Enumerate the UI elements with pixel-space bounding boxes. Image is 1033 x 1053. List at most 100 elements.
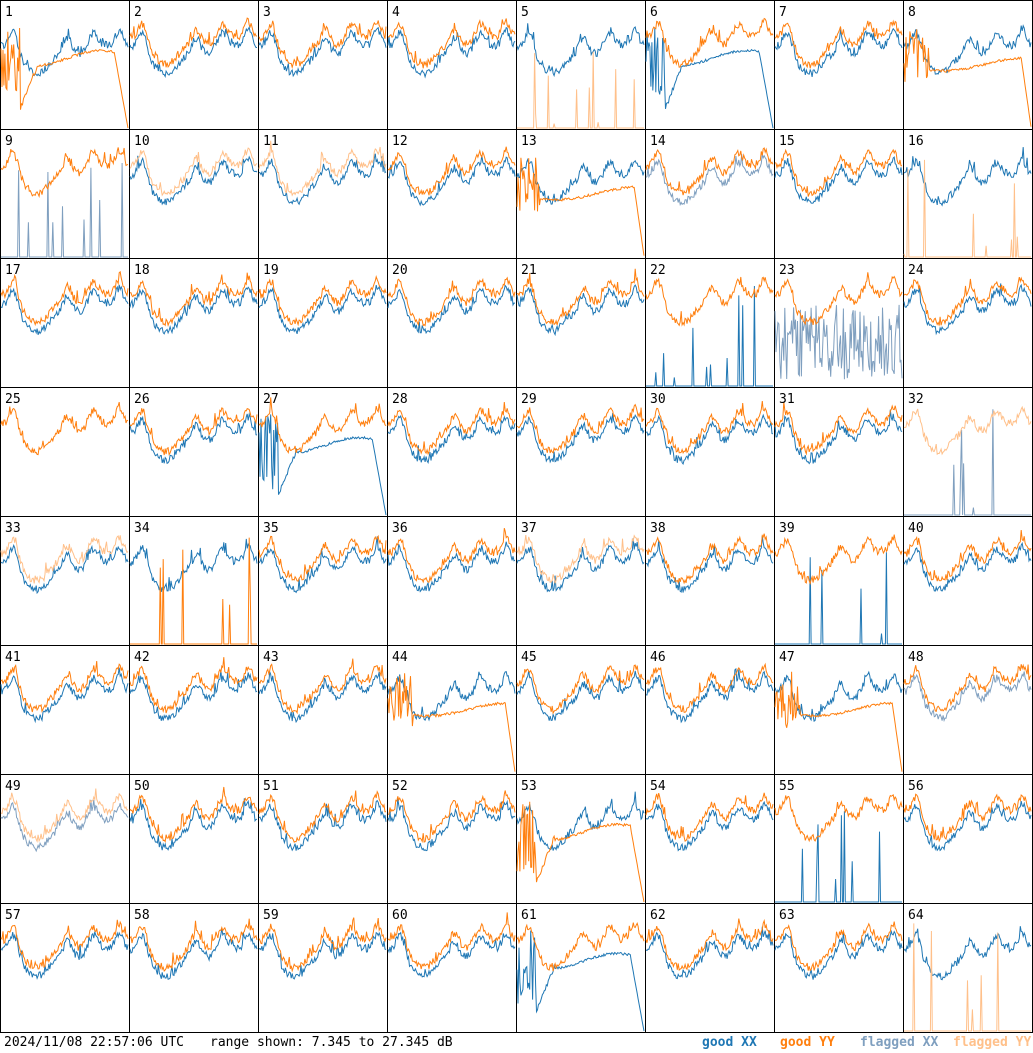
panel-label: 60 — [392, 908, 408, 923]
panel-38: 38 — [645, 516, 775, 646]
panel-label: 52 — [392, 779, 408, 794]
series-yy-44 — [387, 673, 516, 772]
panel-62: 62 — [645, 903, 775, 1033]
series-yy-37 — [516, 534, 645, 584]
panel-label: 15 — [779, 134, 795, 149]
panel-51: 51 — [258, 774, 388, 904]
series-xx-6 — [645, 27, 774, 129]
series-xx-22 — [646, 285, 773, 387]
series-yy-20 — [387, 276, 516, 327]
series-yy-39 — [774, 534, 903, 586]
series-xx-19 — [258, 284, 387, 335]
panel-frame — [258, 0, 388, 130]
series-xx-11 — [258, 153, 387, 206]
panel-label: 17 — [5, 263, 21, 278]
panel-label: 47 — [779, 650, 795, 665]
series-yy-21 — [516, 268, 645, 326]
timestamp: 2024/11/08 22:57:06 UTC — [4, 1035, 185, 1050]
series-yy-52 — [387, 790, 516, 844]
series-yy-58 — [129, 918, 258, 973]
series-yy-61 — [516, 921, 645, 972]
panel-15: 15 — [774, 129, 904, 259]
panel-label: 9 — [5, 134, 13, 149]
panel-label: 28 — [392, 392, 408, 407]
series-xx-15 — [774, 156, 903, 204]
series-yy-18 — [130, 272, 258, 327]
panel-label: 51 — [263, 779, 279, 794]
series-xx-51 — [258, 799, 387, 852]
series-yy-54 — [645, 792, 774, 842]
panel-44: 44 — [387, 645, 517, 775]
series-xx-47 — [774, 670, 903, 723]
series-xx-20 — [387, 284, 516, 335]
panel-21: 21 — [516, 258, 646, 388]
panel-10: 10 — [129, 129, 259, 259]
panel-2: 2 — [129, 0, 259, 130]
series-yy-38 — [645, 533, 774, 585]
panel-label: 30 — [650, 392, 666, 407]
panel-label: 18 — [134, 263, 150, 278]
panel-28: 28 — [387, 387, 517, 517]
panel-7: 7 — [774, 0, 904, 130]
series-xx-30 — [645, 413, 774, 465]
series-yy-33 — [0, 535, 129, 584]
panel-32: 32 — [903, 387, 1033, 517]
series-yy-36 — [387, 528, 516, 584]
panel-label: 27 — [263, 392, 279, 407]
panel-label: 63 — [779, 908, 795, 923]
panel-label: 5 — [521, 5, 529, 20]
footer: 2024/11/08 22:57:06 UTC range shown: 7.3… — [0, 1033, 1033, 1053]
panel-label: 36 — [392, 521, 408, 536]
series-yy-26 — [129, 407, 258, 456]
series-xx-37 — [516, 538, 645, 593]
panel-31: 31 — [774, 387, 904, 517]
series-xx-59 — [258, 931, 387, 980]
series-yy-23 — [774, 272, 903, 326]
panel-label: 22 — [650, 263, 666, 278]
panel-42: 42 — [129, 645, 259, 775]
series-xx-27 — [258, 414, 387, 516]
panel-4: 4 — [387, 0, 517, 130]
panel-43: 43 — [258, 645, 388, 775]
series-xx-62 — [645, 926, 774, 980]
series-xx-54 — [645, 800, 774, 852]
series-xx-34 — [129, 538, 258, 593]
series-xx-64 — [903, 926, 1032, 981]
panel-label: 43 — [263, 650, 279, 665]
panel-19: 19 — [258, 258, 388, 388]
series-xx-9 — [1, 162, 128, 258]
panel-17: 17 — [0, 258, 130, 388]
series-yy-8 — [903, 29, 1032, 127]
series-xx-24 — [903, 283, 1032, 336]
series-xx-36 — [387, 541, 516, 593]
panel-25: 25 — [0, 387, 130, 517]
series-xx-18 — [129, 286, 258, 335]
series-xx-23 — [774, 304, 903, 380]
series-xx-28 — [387, 414, 516, 465]
panel-56: 56 — [903, 774, 1033, 904]
panel-8: 8 — [903, 0, 1033, 130]
series-yy-48 — [903, 663, 1032, 713]
panel-26: 26 — [129, 387, 259, 517]
range-text: range shown: 7.345 to 27.345 dB — [210, 1035, 453, 1050]
panel-label: 56 — [908, 779, 924, 794]
panel-label: 7 — [779, 5, 787, 20]
series-yy-16 — [903, 159, 1031, 258]
series-xx-8 — [903, 24, 1032, 75]
panel-47: 47 — [774, 645, 904, 775]
panel-41: 41 — [0, 645, 130, 775]
panel-39: 39 — [774, 516, 904, 646]
series-xx-1 — [0, 28, 129, 77]
panel-63: 63 — [774, 903, 904, 1033]
panel-5: 5 — [516, 0, 646, 130]
panel-55: 55 — [774, 774, 904, 904]
legend-good-xx: good XX — [702, 1035, 757, 1050]
panel-label: 29 — [521, 392, 537, 407]
series-yy-47 — [774, 671, 903, 772]
panel-29: 29 — [516, 387, 646, 517]
series-xx-50 — [129, 798, 258, 851]
panel-label: 20 — [392, 263, 408, 278]
panel-57: 57 — [0, 903, 130, 1033]
panel-label: 8 — [908, 5, 916, 20]
